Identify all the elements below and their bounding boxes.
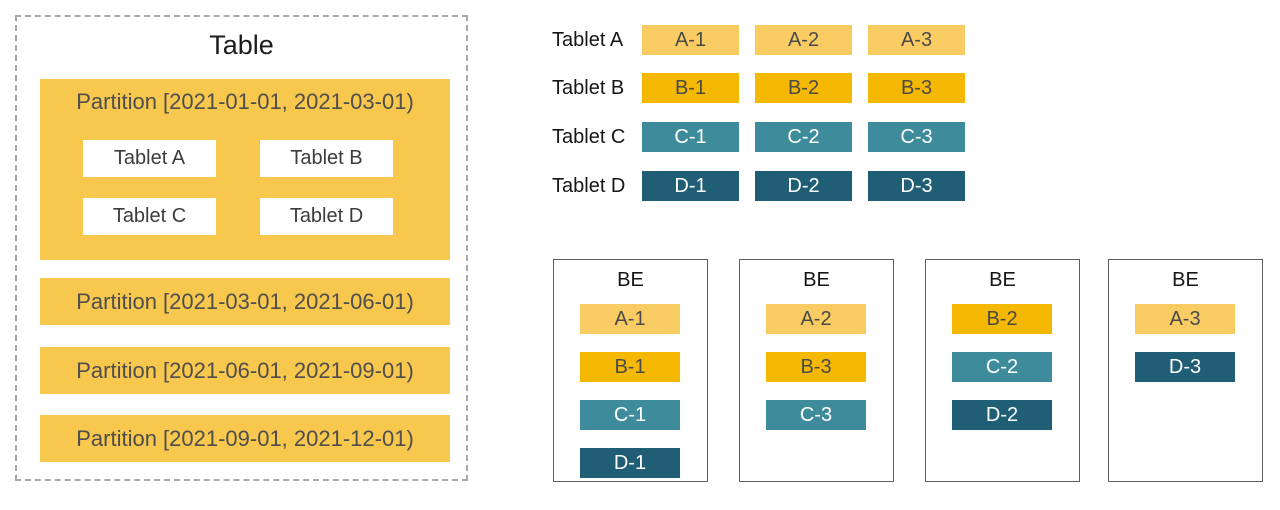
be-node-3-label: BE: [989, 269, 1016, 291]
tablet-row-b-label: Tablet B: [552, 76, 625, 99]
replica-chip-d1: D-1: [642, 171, 739, 201]
table-panel: Table Partition [2021-01-01, 2021-03-01)…: [15, 15, 468, 481]
tablet-box-b-label: Tablet B: [290, 147, 363, 169]
replica-chip-b2: B-2: [755, 73, 852, 103]
replica-chip-a3: A-3: [868, 25, 965, 55]
replica-chip-c3: C-3: [868, 122, 965, 152]
tablet-row-a-label: Tablet A: [552, 28, 624, 51]
be3-replica-b2: B-2: [952, 304, 1052, 334]
replica-chip-a1: A-1: [642, 25, 739, 55]
be-node-1-label: BE: [617, 269, 644, 291]
tablet-box-d: Tablet D: [260, 198, 393, 235]
be1-replica-d1: D-1: [580, 448, 680, 478]
be-node-3: BE B-2 C-2 D-2: [925, 259, 1080, 482]
tablet-box-a: Tablet A: [83, 140, 216, 177]
be2-replica-c3: C-3: [766, 400, 866, 430]
tablet-row-d: Tablet D D-1 D-2 D-3: [552, 171, 972, 201]
replica-chip-b1: B-1: [642, 73, 739, 103]
partition-4: Partition [2021-09-01, 2021-12-01): [40, 415, 450, 462]
partition-3: Partition [2021-06-01, 2021-09-01): [40, 347, 450, 394]
partition-2: Partition [2021-03-01, 2021-06-01): [40, 278, 450, 325]
tablet-row-a: Tablet A A-1 A-2 A-3: [552, 25, 972, 55]
tablet-row-b: Tablet B B-1 B-2 B-3: [552, 73, 972, 103]
partition-2-label: Partition [2021-03-01, 2021-06-01): [76, 288, 414, 314]
be2-replica-b3: B-3: [766, 352, 866, 382]
partition-3-label: Partition [2021-06-01, 2021-09-01): [76, 357, 414, 383]
be-node-2-label: BE: [803, 269, 830, 291]
tablet-box-a-label: Tablet A: [113, 147, 186, 169]
be1-replica-b1: B-1: [580, 352, 680, 382]
tablet-box-b: Tablet B: [260, 140, 393, 177]
partition-1: Partition [2021-01-01, 2021-03-01) Table…: [40, 79, 450, 260]
tablet-box-c: Tablet C: [83, 198, 216, 235]
replica-chip-d2: D-2: [755, 171, 852, 201]
be4-replica-a3: A-3: [1135, 304, 1235, 334]
tablet-row-d-label: Tablet D: [552, 174, 626, 197]
be-node-1: BE A-1 B-1 C-1 D-1: [553, 259, 708, 482]
replica-chip-c1: C-1: [642, 122, 739, 152]
be1-replica-a1: A-1: [580, 304, 680, 334]
be3-replica-c2: C-2: [952, 352, 1052, 382]
replica-chip-d3: D-3: [868, 171, 965, 201]
be4-replica-d3: D-3: [1135, 352, 1235, 382]
tablet-box-c-label: Tablet C: [112, 205, 187, 227]
replica-chip-a2: A-2: [755, 25, 852, 55]
be3-replica-d2: D-2: [952, 400, 1052, 430]
replica-chip-b3: B-3: [868, 73, 965, 103]
tablet-row-c-label: Tablet C: [552, 125, 626, 148]
table-title: Table: [209, 30, 274, 60]
be-node-4-label: BE: [1172, 269, 1199, 291]
partition-4-label: Partition [2021-09-01, 2021-12-01): [76, 425, 414, 451]
tablet-row-c: Tablet C C-1 C-2 C-3: [552, 122, 972, 152]
be1-replica-c1: C-1: [580, 400, 680, 430]
be-node-2: BE A-2 B-3 C-3: [739, 259, 894, 482]
partition-1-label: Partition [2021-01-01, 2021-03-01): [76, 89, 414, 114]
tablet-box-d-label: Tablet D: [289, 205, 364, 227]
replica-chip-c2: C-2: [755, 122, 852, 152]
be-node-4: BE A-3 D-3: [1108, 259, 1263, 482]
be2-replica-a2: A-2: [766, 304, 866, 334]
